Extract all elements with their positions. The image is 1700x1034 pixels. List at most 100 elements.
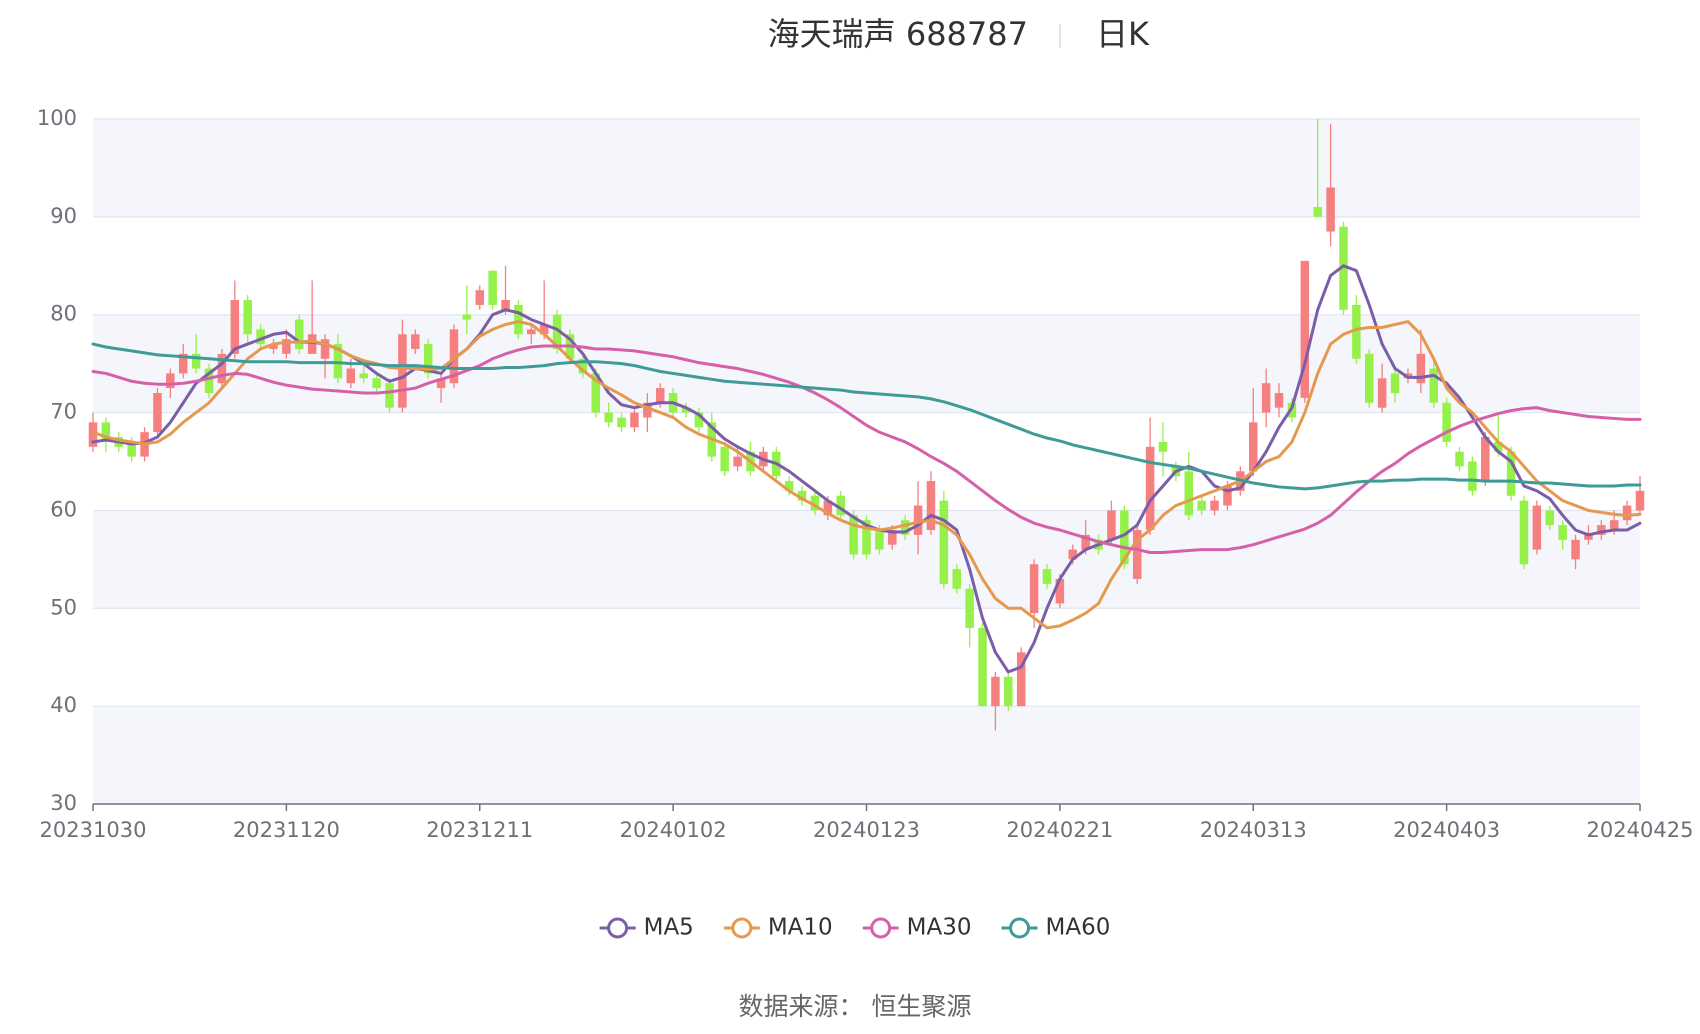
candle-body — [398, 334, 407, 408]
candle-body — [1274, 393, 1284, 408]
candle-body — [1584, 534, 1593, 540]
legend-icon-marker — [870, 917, 892, 939]
candle-body — [204, 368, 214, 393]
candle-body — [1158, 441, 1168, 452]
candle-body — [965, 588, 974, 628]
candle-body — [411, 334, 420, 349]
candle-body — [1365, 353, 1374, 403]
candle-body — [1313, 207, 1322, 217]
candle-body — [1597, 525, 1606, 535]
split-area — [93, 706, 1640, 804]
candle-body — [1416, 353, 1426, 384]
x-tick-label: 20240221 — [1006, 818, 1113, 842]
grid-layer — [93, 118, 1640, 804]
x-tick-label: 20240123 — [813, 818, 920, 842]
candle-body — [655, 388, 665, 403]
candle-body — [1468, 461, 1477, 491]
candle-body — [1442, 402, 1451, 442]
candle-body — [810, 495, 820, 511]
candle-body — [836, 495, 845, 516]
candle-body — [1081, 534, 1090, 550]
y-tick-label: 80 — [50, 302, 77, 326]
x-tick-label: 20240313 — [1200, 818, 1307, 842]
legend-label: MA60 — [1046, 915, 1111, 941]
candle-body — [1352, 304, 1361, 359]
legend-label: MA30 — [907, 915, 972, 941]
candle-body — [1532, 505, 1542, 550]
candle-body — [1390, 373, 1400, 393]
candle-body — [913, 505, 923, 535]
candle-body — [1197, 500, 1206, 511]
candle-body — [1261, 383, 1271, 413]
candle-body — [230, 300, 240, 354]
candle-body — [243, 300, 252, 335]
x-tick-label: 20240425 — [1587, 818, 1694, 842]
candle-body — [630, 412, 639, 428]
candle-body — [1184, 471, 1194, 516]
candle-body — [939, 500, 949, 584]
y-tick-label: 30 — [50, 791, 77, 815]
candle-body — [295, 319, 304, 349]
candle-body — [643, 402, 652, 418]
legend-icon-marker — [731, 917, 753, 939]
candle-body — [1506, 451, 1516, 496]
candle-body — [1004, 676, 1013, 707]
candle-body — [1145, 446, 1155, 530]
candle-body — [1249, 422, 1258, 472]
candle-body — [694, 412, 704, 428]
candle-body — [462, 314, 472, 320]
candle-body — [1132, 530, 1142, 579]
ma-line — [91, 344, 1642, 555]
x-tick-label: 20240403 — [1393, 818, 1500, 842]
y-tick-label: 50 — [50, 595, 77, 619]
legend-item: MA30 — [862, 915, 972, 941]
candle-body — [926, 481, 936, 530]
ma-line — [91, 320, 1642, 630]
candle-body — [436, 378, 446, 389]
candle-body — [1300, 260, 1310, 398]
candle-body — [1493, 441, 1503, 452]
legend-item: MA5 — [599, 915, 694, 941]
x-tick-label: 20231211 — [426, 818, 533, 842]
candle-body — [720, 446, 729, 472]
candle-body — [604, 412, 613, 423]
candle-body — [1609, 520, 1619, 530]
candle-body — [346, 368, 356, 384]
candle-body — [978, 627, 987, 707]
candle-body — [952, 569, 961, 589]
y-tick-label: 90 — [50, 204, 77, 228]
candle-body — [733, 456, 742, 467]
candle-body — [1029, 564, 1039, 614]
candle-body — [1571, 539, 1580, 560]
chart-subtitle: 日K — [1096, 15, 1150, 53]
candle-body — [1622, 505, 1632, 521]
candle-body — [191, 353, 201, 369]
candle-body — [888, 530, 897, 545]
candle-body — [385, 383, 394, 408]
candle-body — [784, 481, 794, 491]
candle-body — [849, 515, 858, 555]
candle-body — [359, 373, 368, 379]
candle-body — [514, 304, 523, 335]
candle-body — [1223, 485, 1232, 506]
candle-body — [1429, 368, 1438, 403]
candle-body — [1055, 578, 1065, 604]
candle-body — [475, 290, 484, 305]
candle-body — [101, 422, 111, 442]
candle-body — [1481, 437, 1490, 482]
candle-body — [1545, 510, 1555, 526]
y-tick-label: 40 — [50, 693, 77, 717]
candle-body — [900, 520, 910, 535]
candle-body — [178, 353, 188, 374]
candle-body — [1558, 525, 1567, 540]
legend-item: MA60 — [1001, 915, 1111, 941]
candle-body — [1377, 378, 1387, 408]
candle-body — [127, 441, 136, 457]
candle-body — [449, 329, 459, 384]
legend-label: MA10 — [768, 915, 833, 941]
candle-body — [591, 373, 601, 413]
ma-line — [91, 342, 1642, 491]
candle-body — [1635, 490, 1645, 511]
candle-body — [153, 393, 162, 433]
